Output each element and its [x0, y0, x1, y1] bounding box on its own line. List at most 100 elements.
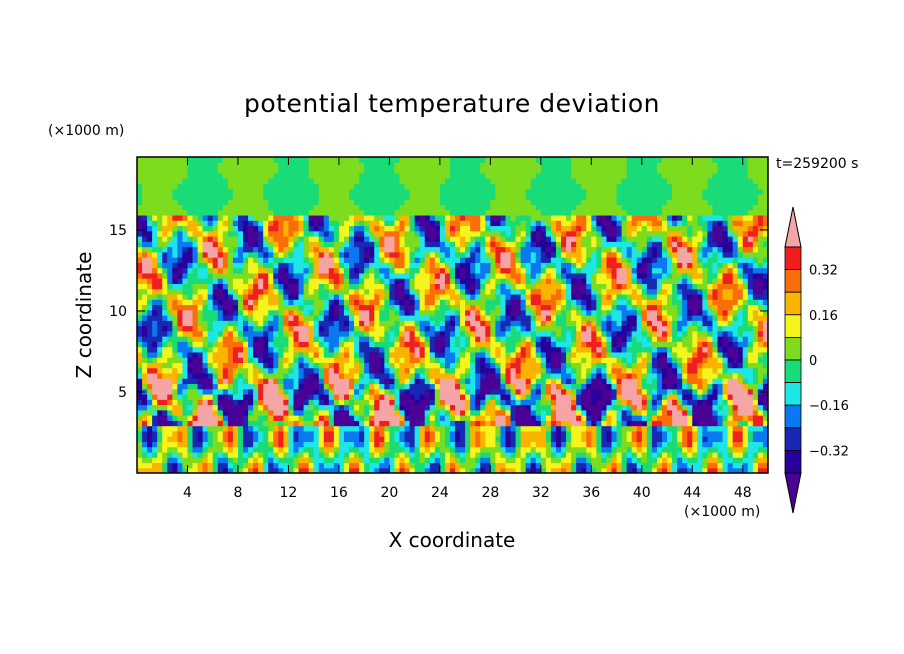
heatmap-cell: [434, 336, 441, 342]
heatmap-cell: [172, 399, 178, 406]
heatmap-cell: [232, 293, 239, 300]
heatmap-cell: [550, 162, 557, 169]
heatmap-cell: [308, 267, 315, 274]
heatmap-cell: [303, 304, 310, 311]
heatmap-cell: [207, 451, 214, 458]
heatmap-cell: [465, 199, 471, 205]
heatmap-cell: [389, 367, 396, 374]
heatmap-cell: [424, 199, 431, 205]
heatmap-cell: [485, 320, 491, 327]
heatmap-cell: [369, 330, 375, 337]
heatmap-cell: [162, 230, 168, 237]
heatmap-cell: [535, 409, 542, 416]
heatmap-cell: [364, 304, 370, 311]
heatmap-cell: [137, 246, 143, 253]
heatmap-cell: [298, 246, 305, 253]
heatmap-cell: [520, 162, 527, 169]
heatmap-cell: [137, 283, 143, 290]
heatmap-cell: [313, 209, 320, 216]
heatmap-cell: [495, 188, 502, 195]
heatmap-cell: [308, 425, 315, 432]
heatmap-cell: [293, 341, 300, 348]
heatmap-cell: [429, 330, 436, 337]
heatmap-cell: [288, 336, 295, 342]
heatmap-cell: [288, 199, 295, 205]
heatmap-cell: [475, 230, 481, 237]
heatmap-cell: [404, 357, 411, 363]
heatmap-cell: [157, 325, 163, 332]
heatmap-cell: [182, 451, 189, 458]
heatmap-cell: [308, 409, 315, 416]
heatmap-cell: [550, 315, 557, 321]
heatmap-cell: [399, 304, 406, 311]
heatmap-cell: [137, 394, 143, 400]
heatmap-cell: [379, 446, 385, 453]
heatmap-cell: [288, 367, 295, 374]
heatmap-cell: [399, 225, 406, 232]
heatmap-cell: [384, 388, 390, 395]
heatmap-cell: [429, 162, 436, 169]
heatmap-cell: [263, 236, 269, 242]
heatmap-cell: [374, 199, 380, 205]
heatmap-cell: [328, 430, 335, 437]
heatmap-cell: [263, 388, 269, 395]
heatmap-cell: [167, 378, 173, 385]
heatmap-cell: [379, 272, 385, 279]
heatmap-cell: [187, 330, 194, 337]
heatmap-cell: [354, 172, 360, 179]
heatmap-cell: [399, 451, 406, 458]
heatmap-cell: [177, 325, 184, 332]
heatmap-cell: [510, 436, 517, 442]
heatmap-cell: [439, 430, 446, 437]
heatmap-cell: [217, 246, 224, 253]
heatmap-cell: [490, 394, 497, 400]
heatmap-cell: [187, 341, 194, 348]
heatmap-cell: [424, 167, 431, 174]
heatmap-cell: [167, 399, 173, 406]
heatmap-cell: [434, 167, 441, 174]
heatmap-cell: [444, 430, 451, 437]
heatmap-cell: [359, 278, 365, 284]
heatmap-cell: [465, 246, 471, 253]
heatmap-cell: [323, 320, 330, 327]
heatmap-cell: [490, 336, 497, 342]
heatmap-cell: [243, 251, 249, 258]
heatmap-cell: [414, 372, 421, 379]
heatmap-cell: [444, 404, 451, 411]
heatmap-cell: [217, 415, 224, 421]
heatmap-cell: [207, 441, 214, 448]
heatmap-cell: [419, 404, 426, 411]
heatmap-cell: [268, 220, 274, 227]
heatmap-cell: [359, 457, 365, 464]
heatmap-cell: [162, 351, 168, 358]
heatmap-cell: [530, 383, 537, 390]
heatmap-cell: [495, 394, 502, 400]
heatmap-cell: [323, 425, 330, 432]
heatmap-cell: [147, 172, 153, 179]
heatmap-cell: [465, 451, 471, 458]
heatmap-cell: [333, 183, 340, 190]
heatmap-cell: [374, 462, 380, 469]
heatmap-cell: [460, 325, 466, 332]
heatmap-cell: [323, 415, 330, 421]
heatmap-cell: [237, 351, 244, 358]
heatmap-cell: [288, 451, 295, 458]
heatmap-cell: [157, 388, 163, 395]
heatmap-cell: [137, 251, 143, 258]
heatmap-cell: [354, 199, 360, 205]
heatmap-cell: [364, 214, 370, 221]
heatmap-cell: [318, 204, 325, 211]
heatmap-cell: [475, 251, 481, 258]
heatmap-cell: [500, 420, 507, 427]
heatmap-cell: [505, 193, 512, 200]
heatmap-cell: [460, 362, 466, 369]
heatmap-cell: [374, 415, 380, 421]
heatmap-cell: [535, 167, 542, 174]
heatmap-cell: [283, 409, 290, 416]
heatmap-cell: [419, 467, 426, 473]
heatmap-cell: [142, 462, 148, 469]
heatmap-cell: [515, 367, 522, 374]
heatmap-cell: [192, 172, 199, 179]
heatmap-cell: [495, 304, 502, 311]
heatmap-cell: [349, 394, 355, 400]
